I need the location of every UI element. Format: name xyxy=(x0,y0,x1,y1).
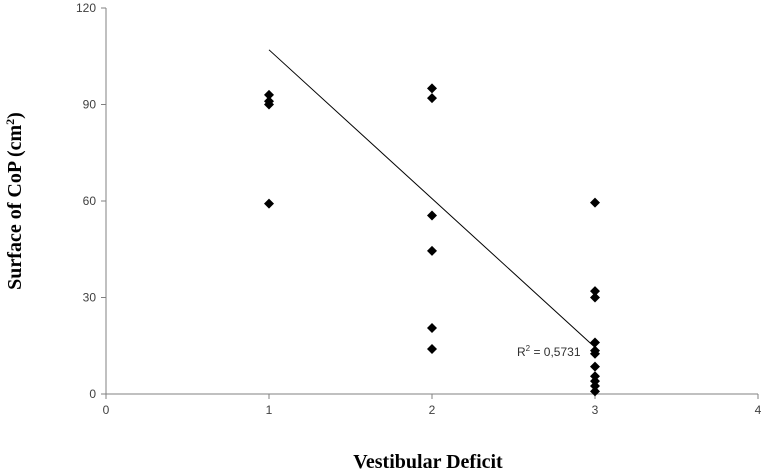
data-point xyxy=(264,89,274,100)
r-squared-value: = 0,5731 xyxy=(530,345,581,359)
axes xyxy=(105,8,758,395)
data-point xyxy=(590,380,600,391)
x-axis-title: Vestibular Deficit xyxy=(353,451,503,473)
y-tick-label: 60 xyxy=(83,194,97,208)
y-axis-title-main: Surface of CoP (cm xyxy=(4,125,26,290)
ticks: 0 1 2 3 4 0 30 60 90 120 xyxy=(76,1,762,417)
data-point xyxy=(427,83,437,94)
y-tick-label: 30 xyxy=(83,291,97,305)
data-point xyxy=(590,337,600,348)
data-point xyxy=(590,361,600,372)
x-tick-label: 4 xyxy=(755,403,762,417)
x-tick-label: 1 xyxy=(266,403,273,417)
data-point xyxy=(590,348,600,359)
trendline xyxy=(268,49,596,348)
data-point xyxy=(427,343,437,354)
trendline-group xyxy=(268,49,596,348)
data-point xyxy=(427,323,437,334)
data-point xyxy=(590,292,600,303)
y-axis-title-end: ) xyxy=(4,112,26,119)
data-point xyxy=(590,386,600,397)
y-tick-label: 90 xyxy=(83,98,97,112)
data-point xyxy=(427,93,437,104)
y-tick-label: 120 xyxy=(76,1,96,15)
data-points xyxy=(264,83,600,397)
data-point xyxy=(590,197,600,208)
r-squared-annotation: R2 = 0,5731 xyxy=(517,344,581,359)
r-squared-prefix: R xyxy=(517,345,526,359)
y-axis-title-superscript: 2 xyxy=(3,119,17,125)
x-tick-label: 3 xyxy=(592,403,599,417)
data-point xyxy=(590,286,600,297)
data-point xyxy=(427,210,437,221)
x-tick-label: 2 xyxy=(429,403,436,417)
r-squared-superscript: 2 xyxy=(526,344,531,353)
y-tick-label: 0 xyxy=(89,387,96,401)
y-axis-title: Surface of CoP (cm2) xyxy=(3,112,26,290)
x-tick-label: 0 xyxy=(103,403,110,417)
data-point xyxy=(264,99,274,110)
data-point xyxy=(264,198,274,209)
data-point xyxy=(427,245,437,256)
